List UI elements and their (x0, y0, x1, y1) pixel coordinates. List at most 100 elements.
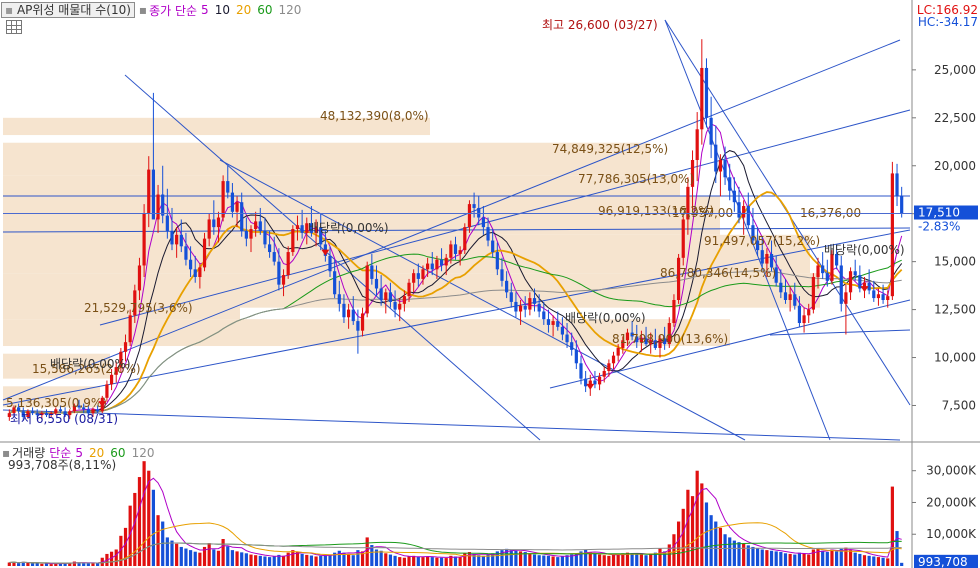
volume-bar (477, 555, 481, 566)
candle-body (621, 340, 625, 348)
volume-bar (825, 552, 829, 566)
y-tick-label: 20,000 (934, 159, 976, 173)
candle-body (667, 323, 671, 345)
ma-label: 종가 단순 (149, 3, 198, 18)
candle-body (505, 280, 509, 293)
candle-body (393, 301, 397, 310)
candle-body (835, 253, 839, 266)
volume-bar (54, 563, 58, 566)
volume-bar (291, 550, 295, 566)
volume-bar (398, 557, 402, 566)
volume-bar (35, 563, 39, 566)
volume-bar (300, 553, 304, 566)
candle-body (412, 273, 416, 283)
volume-bar (212, 549, 216, 566)
candle-body (72, 405, 76, 412)
candle-body (542, 311, 546, 320)
candle-body (351, 309, 355, 322)
candle-body (388, 292, 393, 302)
volume-bar (407, 556, 411, 566)
candle-body (556, 321, 560, 327)
volume-bar (551, 556, 555, 566)
candle-body (40, 413, 44, 416)
candle-body (900, 196, 904, 214)
price-line-label: 17,957,00 (672, 206, 733, 220)
candle-body (737, 202, 741, 218)
volume-bar (723, 534, 727, 566)
volume-bar (816, 548, 820, 566)
candle-body (430, 263, 434, 270)
candle-body (286, 252, 290, 276)
dividend-label: 배당락(0,00%) (824, 243, 905, 257)
candle-body (305, 223, 309, 233)
y-tick-label: 7,500 (942, 398, 976, 412)
volume-bar (505, 548, 509, 566)
volume-ma5-label: 5 (75, 445, 83, 460)
volume-bar (653, 552, 657, 566)
volume-bar (333, 552, 337, 566)
candle-body (663, 338, 667, 345)
candle-body (560, 326, 564, 335)
volume-bar (751, 546, 755, 566)
candle-body (142, 213, 146, 266)
volume-bar (109, 551, 114, 566)
candle-body (853, 271, 857, 276)
price-line-label: 16,376,00 (800, 206, 861, 220)
table-view-icon[interactable] (6, 20, 22, 34)
candle-body (68, 411, 72, 416)
volume-bar (625, 552, 630, 566)
candle-body (175, 234, 179, 245)
candle-body (700, 67, 704, 130)
candle-body (676, 257, 681, 300)
volume-bar (449, 555, 453, 566)
trendline (99, 109, 911, 326)
volume-profile-label: 48,132,390(8,0%) (320, 109, 429, 123)
volume-bar (17, 563, 21, 566)
candle-body (384, 292, 388, 300)
volume-bar (309, 555, 314, 566)
volume-bar (839, 548, 843, 566)
candle-body (686, 186, 690, 220)
volume-profile-bar (3, 234, 810, 274)
volume-bar (393, 555, 397, 566)
candle-body (839, 265, 843, 304)
current-volume: 993,708 (918, 555, 968, 568)
candle-body (728, 177, 732, 191)
candle-body (732, 190, 736, 203)
volume-bar (156, 515, 160, 566)
candle-body (379, 288, 383, 300)
volume-bar (12, 562, 16, 566)
volume-bar (374, 549, 379, 566)
volume-bar (360, 551, 365, 566)
candle-body (333, 271, 337, 295)
volume-bar (537, 555, 541, 566)
candle-body (523, 305, 527, 310)
candle-body (453, 244, 458, 254)
candle-body (449, 244, 453, 258)
y-tick-label: 15,000 (934, 255, 976, 269)
candle-body (658, 338, 662, 348)
candle-body (825, 273, 829, 281)
volume-bar (165, 537, 169, 566)
trendline (2, 39, 901, 401)
candle-body (49, 413, 53, 416)
candle-body (886, 296, 890, 300)
volume-bar (621, 553, 625, 566)
volume-bar (546, 555, 551, 566)
y-tick-label: 10,000 (934, 351, 976, 365)
chart-title: AP위성 매물대 수(10) (16, 3, 131, 17)
volume-bar (584, 549, 588, 566)
volume-bar (119, 535, 123, 566)
candle-body (481, 217, 485, 228)
volume-bar (658, 548, 662, 566)
volume-bar (495, 551, 499, 566)
chart-title-button[interactable]: ▪ AP위성 매물대 수(10) (1, 2, 135, 18)
candle-body (86, 409, 90, 414)
volume-current-text: 993,708주(8,11%) (8, 458, 117, 472)
volume-bar (481, 555, 485, 566)
volume-bar (774, 551, 778, 566)
candle-body (695, 129, 699, 160)
volume-bar (853, 552, 857, 566)
